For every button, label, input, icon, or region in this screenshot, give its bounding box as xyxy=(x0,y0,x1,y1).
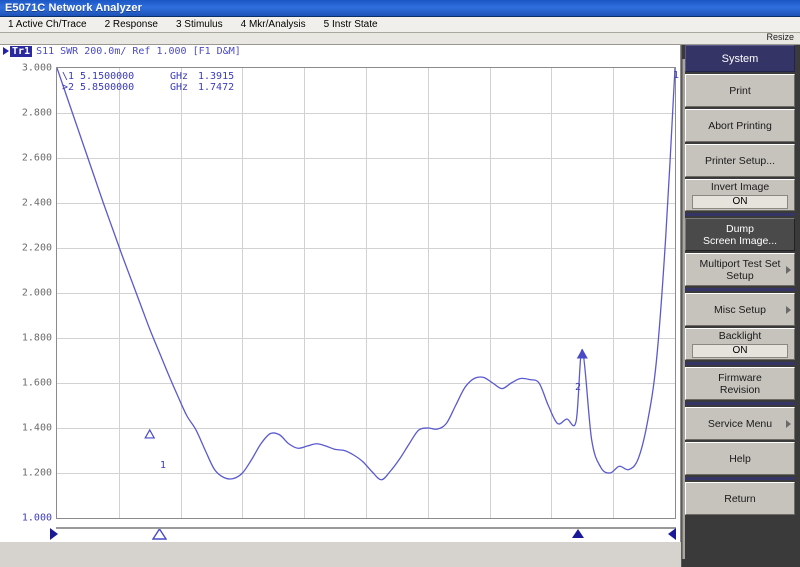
softkey-label: Invert Image xyxy=(710,181,770,193)
y-tick-label-2: 2.600 xyxy=(21,152,52,164)
y-tick-label-7: 1.600 xyxy=(21,377,52,389)
marker-2-axis-icon[interactable] xyxy=(572,529,584,538)
menu-item-0[interactable]: 1 Active Ch/Trace xyxy=(8,19,87,30)
window-title-bar: E5071C Network Analyzer xyxy=(0,0,800,17)
softkey-label: Service Menu xyxy=(707,417,773,430)
softkey-invert-image[interactable]: Invert Image ON xyxy=(685,179,795,211)
softkey-return[interactable]: Return xyxy=(685,482,795,515)
chevron-right-icon xyxy=(786,305,791,314)
softkey-value[interactable]: ON xyxy=(692,344,788,358)
graph-area: 3.000 2.800 2.600 2.400 2.200 2.000 1.800 1.600… xyxy=(0,57,681,527)
menu-item-3[interactable]: 4 Mkr/Analysis xyxy=(240,19,306,30)
chevron-right-icon xyxy=(786,265,791,274)
softkey-label: Printer Setup... xyxy=(704,154,776,167)
start-limit-icon xyxy=(50,528,58,540)
y-tick-label-8: 1.400 xyxy=(21,422,52,434)
softkey-label: Print xyxy=(729,84,751,97)
softkey-label: Firmware Revision xyxy=(718,371,762,396)
trace-end-label: 1 xyxy=(672,70,679,81)
softkey-label: Backlight xyxy=(718,330,762,342)
y-tick-label-5: 2.000 xyxy=(21,287,52,299)
softkey-panel: System Print Abort Printing Printer Setup..… xyxy=(681,45,800,567)
menu-bar: 1 Active Ch/Trace 2 Response 3 Stimulus 4 M… xyxy=(0,17,800,33)
active-trace-arrow-icon xyxy=(3,47,9,55)
plot-canvas[interactable] xyxy=(56,67,676,519)
softkey-label: Help xyxy=(729,452,751,465)
trace-plot-svg xyxy=(57,68,675,518)
y-tick-label-3: 2.400 xyxy=(21,197,52,209)
softkey-separator xyxy=(685,213,795,216)
softkey-dump-screen-image[interactable]: Dump Screen Image... xyxy=(685,218,795,251)
trace-status-text: S11 SWR 200.0m/ Ref 1.000 [F1 D&M] xyxy=(36,45,241,57)
menu-item-1[interactable]: 2 Response xyxy=(104,19,158,30)
softkey-label: Abort Printing xyxy=(708,119,772,132)
trace-id-badge[interactable]: Tr1 xyxy=(10,45,33,57)
y-tick-label-1: 2.800 xyxy=(21,107,52,119)
y-tick-label-10: 1.000 xyxy=(21,512,52,524)
softkey-separator xyxy=(685,362,795,365)
softkey-label: Misc Setup xyxy=(714,303,766,316)
marker-1-axis-icon[interactable] xyxy=(152,529,167,540)
softkey-abort-printing[interactable]: Abort Printing xyxy=(685,109,795,142)
instrument-screen: Tr1 S11 SWR 200.0m/ Ref 1.000 [F1 D&M] 3… xyxy=(0,45,681,542)
softkey-service-menu[interactable]: Service Menu xyxy=(685,407,795,440)
softkey-value[interactable]: ON xyxy=(692,195,788,209)
stimulus-marker-band xyxy=(0,527,681,542)
plot-marker-1[interactable] xyxy=(144,428,156,439)
softkey-multiport-test-set-setup[interactable]: Multiport Test Set Setup xyxy=(685,253,795,286)
softkey-firmware-revision[interactable]: Firmware Revision xyxy=(685,367,795,400)
softkey-separator xyxy=(685,477,795,480)
axis-rail xyxy=(56,527,676,529)
softkey-print[interactable]: Print xyxy=(685,74,795,107)
softkey-title[interactable]: System xyxy=(685,45,795,72)
y-tick-label-4: 2.200 xyxy=(21,242,52,254)
softkey-label: Multiport Test Set Setup xyxy=(699,257,781,282)
chevron-right-icon xyxy=(786,419,791,428)
menu-item-4[interactable]: 5 Instr State xyxy=(323,19,378,30)
plot-marker-icons xyxy=(144,348,588,439)
y-tick-label-0: 3.000 xyxy=(21,62,52,74)
softkey-separator xyxy=(685,288,795,291)
resize-bar: Resize xyxy=(0,32,800,45)
y-tick-label-9: 1.200 xyxy=(21,467,52,479)
y-tick-label-6: 1.800 xyxy=(21,332,52,344)
menu-item-2[interactable]: 3 Stimulus xyxy=(175,19,223,30)
plot-marker-2[interactable] xyxy=(576,348,588,359)
softkey-printer-setup[interactable]: Printer Setup... xyxy=(685,144,795,177)
softkey-list: System Print Abort Printing Printer Setup..… xyxy=(685,45,798,517)
softkey-separator xyxy=(685,402,795,405)
softkey-label: Dump Screen Image... xyxy=(702,222,778,247)
softkey-scrollbar[interactable] xyxy=(682,59,685,559)
y-axis-labels: 3.000 2.800 2.600 2.400 2.200 2.000 1.800 1.600… xyxy=(0,57,56,527)
softkey-misc-setup[interactable]: Misc Setup xyxy=(685,293,795,326)
softkey-backlight[interactable]: Backlight ON xyxy=(685,328,795,360)
window-title: E5071C Network Analyzer xyxy=(5,2,143,14)
resize-button[interactable]: Resize xyxy=(766,32,794,42)
softkey-help[interactable]: Help xyxy=(685,442,795,475)
softkey-label: Return xyxy=(724,492,756,505)
grid-lines xyxy=(57,68,675,518)
trace-status-line: Tr1 S11 SWR 200.0m/ Ref 1.000 [F1 D&M] xyxy=(0,45,681,57)
stop-limit-icon xyxy=(668,528,676,540)
